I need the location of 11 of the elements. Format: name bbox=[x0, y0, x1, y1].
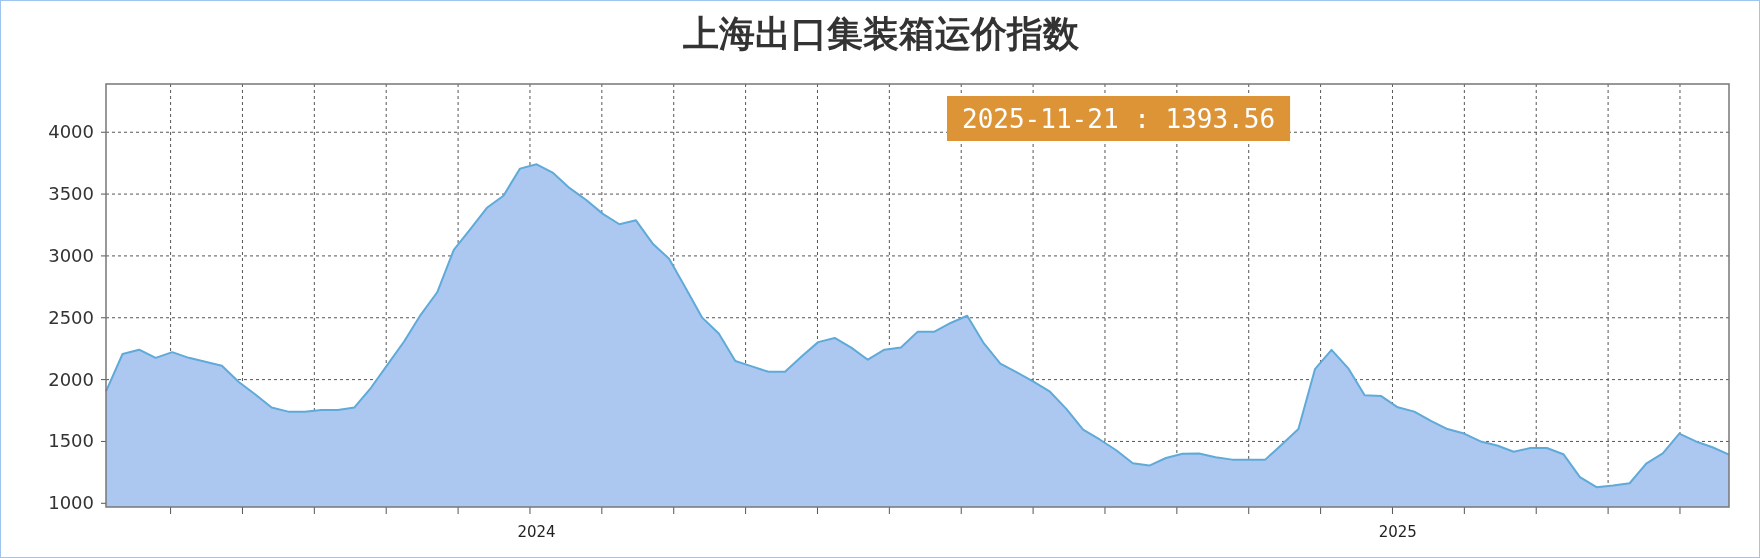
x-tick-label: 2024 bbox=[517, 523, 556, 541]
x-tick-label: 2025 bbox=[1378, 523, 1417, 541]
y-tick-label: 1500 bbox=[48, 430, 94, 452]
y-tick-label: 2000 bbox=[48, 368, 94, 390]
y-tick-label: 2500 bbox=[48, 306, 94, 328]
y-tick-label: 1000 bbox=[48, 492, 94, 514]
chart-title: 上海出口集装箱运价指数 bbox=[683, 12, 1080, 54]
annotation: 2025-11-21 : 1393.56 bbox=[962, 104, 1276, 134]
y-tick-label: 3500 bbox=[48, 183, 94, 205]
y-tick-label: 4000 bbox=[48, 121, 94, 143]
y-tick-label: 3000 bbox=[48, 244, 94, 266]
